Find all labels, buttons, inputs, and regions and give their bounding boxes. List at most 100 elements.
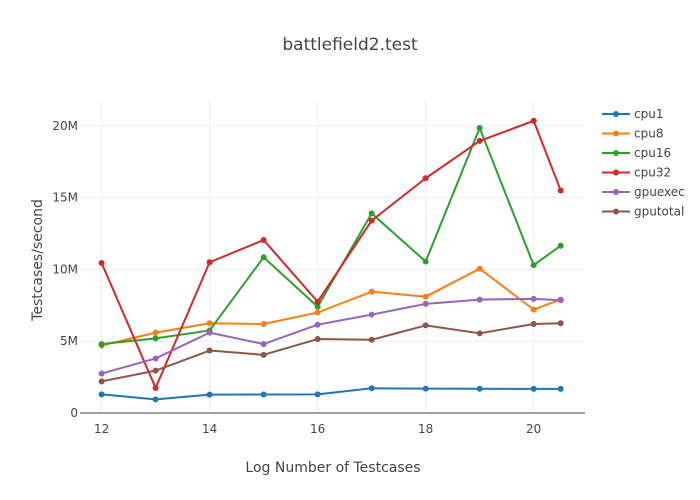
series-cpu16 xyxy=(98,124,564,348)
data-point-cpu32 xyxy=(314,298,321,305)
legend-label-cpu32: cpu32 xyxy=(634,166,671,180)
data-point-cpu8 xyxy=(314,309,321,316)
legend-marker-cpu1 xyxy=(613,111,619,117)
y-axis-label: Testcases/second xyxy=(30,199,46,322)
y-tick-label: 5M xyxy=(60,334,78,348)
legend-item-cpu8[interactable]: cpu8 xyxy=(602,127,663,141)
data-point-gpuexec xyxy=(368,311,375,318)
data-point-gpuexec xyxy=(206,329,213,336)
series-layer xyxy=(98,117,564,403)
data-point-cpu8 xyxy=(530,306,537,313)
grid-layer xyxy=(80,100,585,413)
data-point-cpu16 xyxy=(152,335,159,342)
y-tick-label: 10M xyxy=(52,262,78,276)
legend-item-cpu1[interactable]: cpu1 xyxy=(602,107,663,121)
series-line-cpu8 xyxy=(101,267,562,347)
data-point-gputotal xyxy=(260,351,267,358)
data-point-gputotal xyxy=(422,322,429,329)
data-point-gpuexec xyxy=(422,300,429,307)
y-tick-label: 15M xyxy=(52,191,78,205)
legend-marker-cpu32 xyxy=(613,169,619,176)
series-line-cpu1 xyxy=(101,387,561,401)
x-tick-label: 18 xyxy=(418,422,433,436)
data-point-cpu16 xyxy=(422,258,429,265)
legend-item-gpuexec[interactable]: gpuexec xyxy=(602,185,685,199)
x-axis-label: Log Number of Testcases xyxy=(245,460,420,476)
chart-title: battlefield2.test xyxy=(282,35,418,55)
legend-marker-cpu8 xyxy=(613,130,619,137)
data-point-gpuexec xyxy=(260,341,267,348)
y-tick-label: 20M xyxy=(52,119,78,133)
data-point-cpu16 xyxy=(557,242,564,249)
legend-marker-gpuexec xyxy=(613,189,619,195)
legend-item-gputotal[interactable]: gputotal xyxy=(602,205,684,219)
data-point-gpuexec xyxy=(476,296,483,303)
data-point-cpu8 xyxy=(152,329,159,336)
x-tick-label: 16 xyxy=(310,422,325,436)
data-point-cpu1 xyxy=(314,391,321,398)
series-cpu8 xyxy=(98,265,564,349)
data-point-gpuexec xyxy=(314,321,321,328)
data-point-cpu32 xyxy=(206,259,213,266)
x-tick-label: 14 xyxy=(202,422,217,436)
legend-label-gputotal: gputotal xyxy=(634,205,684,219)
data-point-cpu16 xyxy=(98,341,105,348)
legend-marker-cpu16 xyxy=(613,150,619,156)
data-point-gpuexec xyxy=(557,297,564,304)
data-point-cpu8 xyxy=(476,265,483,272)
data-point-gputotal xyxy=(368,336,375,343)
data-point-cpu32 xyxy=(368,217,375,224)
data-point-cpu1 xyxy=(206,391,213,398)
data-point-cpu8 xyxy=(422,293,429,300)
legend-item-cpu16[interactable]: cpu16 xyxy=(602,146,671,160)
series-cpu32 xyxy=(98,117,564,391)
data-point-gputotal xyxy=(206,347,213,354)
x-tick-label: 20 xyxy=(526,422,541,436)
data-point-cpu1 xyxy=(530,385,537,392)
series-line-gpuexec xyxy=(101,297,561,375)
data-point-cpu32 xyxy=(476,137,483,144)
series-line-cpu32 xyxy=(100,119,562,389)
data-point-cpu1 xyxy=(557,385,564,392)
x-tick-label: 12 xyxy=(94,422,109,436)
data-point-cpu16 xyxy=(530,262,537,269)
data-point-gpuexec xyxy=(530,295,537,302)
data-point-cpu1 xyxy=(476,385,483,392)
series-gpuexec xyxy=(98,295,564,377)
data-point-cpu1 xyxy=(98,391,105,398)
data-point-cpu32 xyxy=(530,117,537,124)
data-point-gputotal xyxy=(314,336,321,343)
legend-label-cpu1: cpu1 xyxy=(634,107,663,121)
data-point-cpu16 xyxy=(260,254,267,261)
legend-label-cpu8: cpu8 xyxy=(634,127,663,141)
legend-label-cpu16: cpu16 xyxy=(634,146,671,160)
data-point-cpu8 xyxy=(260,320,267,327)
legend[interactable]: cpu1 cpu8 cpu16 cpu32 gpuexec gputotal xyxy=(602,107,685,219)
data-point-cpu8 xyxy=(206,320,213,327)
legend-label-gpuexec: gpuexec xyxy=(634,185,685,199)
data-point-gpuexec xyxy=(152,355,159,362)
data-point-cpu1 xyxy=(422,385,429,392)
legend-item-cpu32[interactable]: cpu32 xyxy=(602,166,671,180)
axis-layer: 12 14 16 18 20 0 5M 10M 15M 20M xyxy=(52,119,585,436)
series-line-cpu16 xyxy=(101,127,562,346)
data-point-cpu32 xyxy=(422,175,429,182)
data-point-cpu16 xyxy=(476,124,483,131)
data-point-cpu16 xyxy=(368,210,375,217)
data-point-cpu1 xyxy=(260,391,267,398)
data-point-gputotal xyxy=(476,330,483,337)
data-point-cpu16 xyxy=(314,303,321,310)
data-point-cpu32 xyxy=(98,259,105,266)
series-line-gputotal xyxy=(101,322,561,383)
data-point-cpu1 xyxy=(152,396,159,403)
data-point-gputotal xyxy=(557,320,564,327)
data-point-cpu8 xyxy=(368,288,375,295)
series-cpu1 xyxy=(98,385,564,403)
data-point-cpu32 xyxy=(152,384,159,391)
data-point-cpu32 xyxy=(557,187,564,194)
data-point-cpu32 xyxy=(260,236,267,243)
y-tick-label: 0 xyxy=(70,406,78,420)
data-point-cpu1 xyxy=(368,385,375,392)
